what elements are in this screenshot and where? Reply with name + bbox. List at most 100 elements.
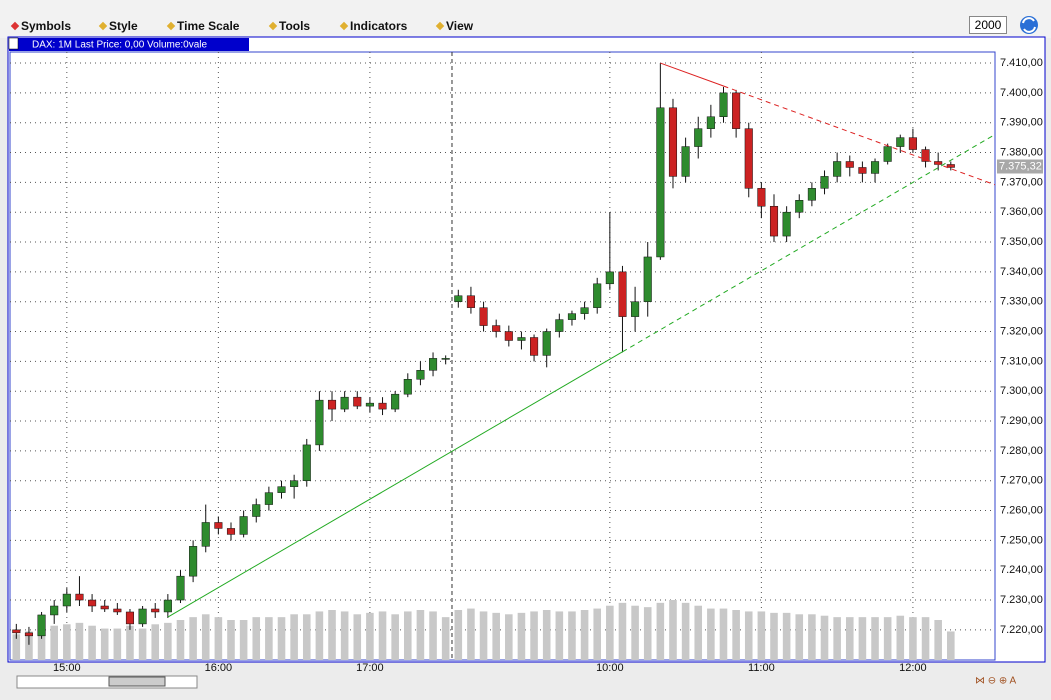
x-tick-label: 15:00 [53, 662, 81, 674]
volume-bar [479, 611, 488, 660]
candle-body [454, 295, 463, 302]
candle-body [732, 92, 741, 129]
menu-item[interactable]: Style [100, 19, 138, 33]
volume-bar [429, 611, 437, 660]
volume-bar [909, 617, 917, 660]
menu-item[interactable]: View [437, 19, 473, 33]
candle-body [50, 605, 59, 616]
menu-item[interactable]: Time Scale [168, 19, 239, 33]
candle-body [353, 396, 362, 407]
candle-body [12, 629, 21, 634]
y-tick-label: 7.330,00 [1000, 296, 1043, 308]
volume-bar [239, 620, 248, 660]
volume-bar [265, 617, 273, 660]
candle-body [37, 614, 46, 637]
candle-body [492, 325, 501, 332]
candle-body [858, 167, 867, 174]
candle-body [125, 611, 135, 625]
candle-body [264, 492, 273, 505]
candle-body [239, 516, 248, 535]
volume-bar [366, 612, 374, 660]
volume-bar [934, 620, 942, 660]
volume-bar [176, 620, 185, 660]
candle-body [151, 608, 160, 613]
scrollbar[interactable] [16, 675, 198, 689]
candle-body [530, 337, 539, 356]
plot-area [9, 51, 996, 661]
candle-body [138, 608, 147, 625]
candle-body [504, 331, 513, 341]
volume-bar [252, 617, 261, 660]
candle-body [769, 205, 779, 237]
volume-bar [580, 610, 589, 660]
volume-bar [113, 628, 122, 660]
candle-body [719, 92, 728, 117]
candle-body [302, 444, 311, 481]
candle-body [681, 146, 690, 177]
count-input[interactable]: 2000 [969, 16, 1007, 34]
candle-body [226, 528, 236, 535]
menu-item[interactable]: Indicators [341, 19, 407, 33]
candle-body [378, 402, 387, 410]
candle-body [189, 546, 198, 577]
candle-body [580, 307, 589, 314]
volume-bar [201, 614, 210, 660]
candle-body [946, 164, 955, 168]
zoom-icons[interactable]: ⋈ ⊖ ⊕ A [975, 676, 1017, 687]
volume-bar [391, 614, 399, 660]
toolbar: Symbols Style Time Scale Tools Indicator… [0, 0, 1051, 38]
volume-bar [871, 617, 879, 660]
volume-bar [164, 622, 172, 660]
candle-body [782, 211, 791, 237]
volume-bar [593, 608, 601, 660]
volume-bar [50, 625, 58, 660]
candle-body [365, 402, 374, 407]
candle-body [391, 393, 400, 410]
y-tick-label: 7.250,00 [1000, 534, 1043, 546]
volume-bar [404, 611, 412, 660]
candle-body [593, 283, 602, 308]
y-tick-label: 7.400,00 [1000, 87, 1043, 99]
volume-bar [770, 612, 778, 660]
y-tick-label: 7.270,00 [1000, 475, 1043, 487]
volume-bar [100, 628, 109, 660]
volume-bar [542, 610, 551, 660]
trendline [660, 62, 724, 87]
volume-bar [441, 617, 450, 660]
volume-bar [416, 610, 425, 660]
volume-bar [454, 610, 463, 660]
volume-bar [214, 617, 223, 660]
candle-body [429, 358, 438, 371]
volume-bar [530, 611, 538, 660]
candle-body [694, 128, 703, 147]
volume-bar [315, 611, 324, 660]
volume-bar [694, 605, 703, 660]
y-tick-label: 7.390,00 [1000, 117, 1043, 129]
volume-bar [681, 602, 690, 660]
menu-item[interactable]: Tools [270, 19, 310, 33]
candle-body [252, 504, 261, 517]
candle-body [833, 161, 842, 177]
refresh-icon [1022, 17, 1036, 33]
scroll-thumb[interactable] [108, 676, 166, 687]
volume-bar [467, 608, 475, 660]
volume-bar [189, 617, 197, 660]
volume-bar [719, 608, 728, 660]
y-tick-label: 7.280,00 [1000, 445, 1043, 457]
candle-body [290, 480, 299, 487]
volume-bar [606, 605, 614, 660]
y-tick-label: 7.220,00 [1000, 624, 1043, 636]
volume-bar [656, 602, 665, 660]
volume-bar [782, 612, 791, 660]
candle-body [214, 522, 223, 529]
candle-body [870, 161, 880, 174]
volume-bar [151, 624, 160, 660]
menu-item[interactable]: Symbols [12, 19, 71, 33]
candle-body [757, 188, 766, 207]
volume-bar [302, 614, 311, 660]
candle-body [820, 176, 829, 189]
volume-bar [25, 631, 33, 660]
volume-bar [707, 608, 715, 660]
